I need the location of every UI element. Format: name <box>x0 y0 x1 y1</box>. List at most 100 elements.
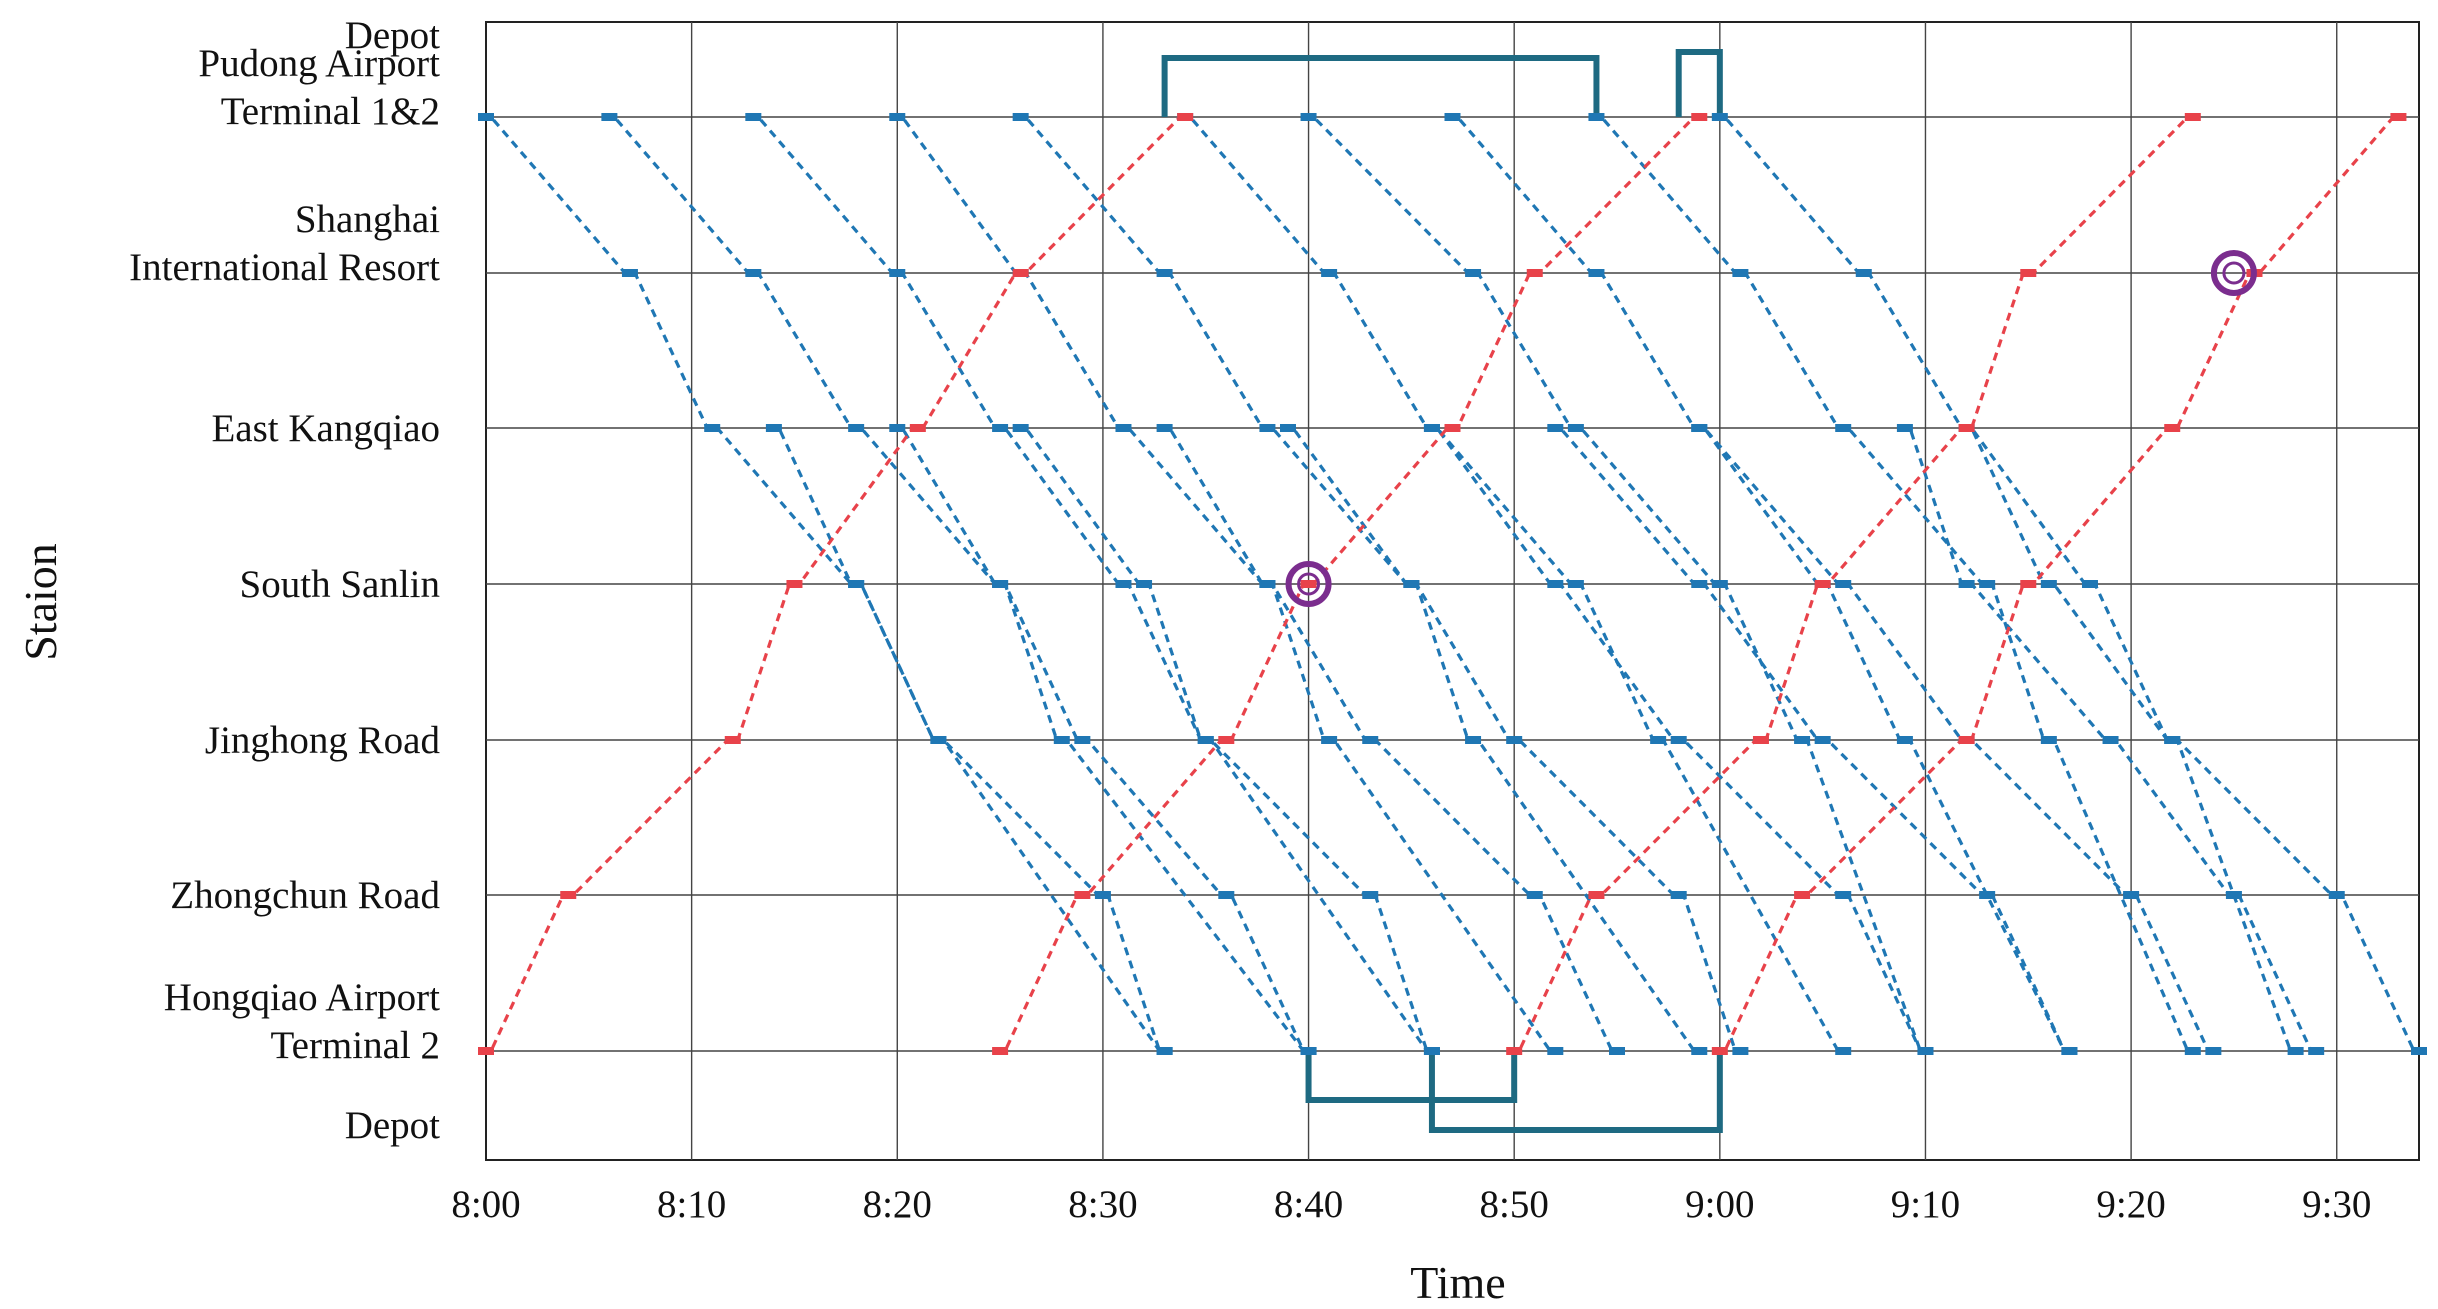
x-tick-label-9: 9:30 <box>2302 1183 2371 1226</box>
outbound-trip-5-stop-1 <box>1321 269 1338 277</box>
outbound-trip-4-stop-2 <box>1259 424 1276 432</box>
highlight-ring-outer-1 <box>2210 250 2257 296</box>
depot-run-0 <box>1161 55 1600 117</box>
outbound-trip-6-stop-3 <box>1711 580 1728 588</box>
outbound-ext-trip-7-stop-3 <box>2123 891 2140 899</box>
inbound-trip-2-stop-4 <box>1958 424 1975 432</box>
outbound-ext-trip-6-stop-1 <box>1691 580 1708 588</box>
outbound-trip-4-stop-1 <box>1156 269 1173 277</box>
outbound-ext-trip-9-stop-4 <box>2411 1047 2427 1055</box>
outbound-trip-6-stop-0 <box>1300 113 1317 121</box>
outbound-trip-2-stop-2 <box>992 424 1009 432</box>
outbound-ext-trip-1-stop-2 <box>1074 736 1091 744</box>
outbound-trip-7-stop-4 <box>1896 736 1913 744</box>
outbound-ext-trip-0-stop-4 <box>1156 1047 1173 1055</box>
plot-frame <box>485 21 2420 1161</box>
highlight-ring-inner-1 <box>2222 261 2246 285</box>
outbound-ext-trip-3-stop-1 <box>1259 580 1276 588</box>
x-tick-label-1: 8:10 <box>657 1183 726 1226</box>
outbound-trip-0 <box>481 115 1170 1053</box>
x-tick-label-7: 9:10 <box>1891 1183 1960 1226</box>
outbound-ext-trip-5-stop-4 <box>1917 1047 1934 1055</box>
inbound-trip-0-stop-3 <box>786 580 803 588</box>
inbound-trip-0-stop-6 <box>1177 113 1194 121</box>
station-label-4-0: South Sanlin <box>240 563 440 606</box>
station-label-8-0: Depot <box>345 1104 440 1147</box>
station-label-7-1: Terminal 2 <box>271 1024 440 1067</box>
outbound-trip-9-stop-0 <box>1711 113 1728 121</box>
outbound-ext-trip-3 <box>1159 426 1623 1053</box>
outbound-ext-trip-3-stop-3 <box>1526 891 1543 899</box>
station-label-2-1: International Resort <box>129 246 440 289</box>
outbound-trip-4-stop-4 <box>1465 736 1482 744</box>
outbound-trip-2-stop-3 <box>1115 580 1132 588</box>
inbound-trip-0-stop-5 <box>1012 269 1029 277</box>
outbound-ext-trip-1-stop-4 <box>1300 1047 1317 1055</box>
outbound-trip-1 <box>604 115 1314 1053</box>
station-label-2-0: Shanghai <box>295 198 440 241</box>
outbound-ext-trip-3-stop-2 <box>1362 736 1379 744</box>
outbound-ext-trip-1-stop-1 <box>992 580 1009 588</box>
outbound-ext-trip-8-stop-0 <box>1896 424 1913 432</box>
inbound-trip-1-stop-6 <box>1691 113 1708 121</box>
outbound-ext-trip-1-stop-0 <box>889 424 906 432</box>
station-label-3-0: East Kangqiao <box>211 407 440 450</box>
outbound-ext-trip-8-stop-1 <box>1958 580 1975 588</box>
outbound-trip-5-stop-5 <box>1835 1047 1852 1055</box>
outbound-ext-trip-8-stop-4 <box>2308 1047 2325 1055</box>
outbound-trip-4-stop-5 <box>1691 1047 1708 1055</box>
outbound-trip-9-stop-3 <box>2081 580 2098 588</box>
outbound-trip-1-stop-4 <box>1053 736 1070 744</box>
station-label-6-0: Zhongchun Road <box>170 874 440 917</box>
inbound-trip-1-stop-2 <box>1218 736 1235 744</box>
inbound-trip-0-stop-2 <box>724 736 741 744</box>
outbound-ext-trip-0-stop-3 <box>1094 891 1111 899</box>
outbound-trip-5 <box>1180 115 1849 1053</box>
inbound-trip-3-stop-2 <box>1958 736 1975 744</box>
outbound-ext-trip-5-stop-1 <box>1547 580 1564 588</box>
outbound-trip-1-stop-0 <box>601 113 618 121</box>
highlight-ring-outer-0 <box>1285 561 1332 607</box>
outbound-ext-trip-7-stop-4 <box>2205 1047 2222 1055</box>
station-label-1-0: Pudong Airport <box>198 42 440 85</box>
outbound-trip-7-stop-1 <box>1588 269 1605 277</box>
outbound-ext-trip-8-stop-3 <box>2225 891 2242 899</box>
outbound-trip-3-stop-2 <box>1115 424 1132 432</box>
outbound-ext-trip-6-stop-3 <box>1979 891 1996 899</box>
outbound-ext-trip-7-stop-1 <box>1835 580 1852 588</box>
outbound-trip-8-stop-3 <box>1979 580 1996 588</box>
x-tick-label-4: 8:40 <box>1274 1183 1343 1226</box>
x-tick-label-5: 8:50 <box>1480 1183 1549 1226</box>
outbound-trip-8-stop-5 <box>2184 1047 2201 1055</box>
outbound-ext-trip-2-stop-2 <box>1197 736 1214 744</box>
highlight-markers <box>1285 250 2257 607</box>
depot-run-1 <box>1675 49 1723 117</box>
inbound-trip-2-stop-0 <box>1506 1047 1523 1055</box>
inbound-trip-2-stop-6 <box>2184 113 2201 121</box>
outbound-trip-6-stop-4 <box>1794 736 1811 744</box>
x-tick-label-3: 8:30 <box>1068 1183 1137 1226</box>
outbound-ext-trip-0-stop-0 <box>765 424 782 432</box>
outbound-ext-trip-1-stop-3 <box>1218 891 1235 899</box>
gridlines <box>486 22 2419 1160</box>
x-tick-label-0: 8:00 <box>451 1183 520 1226</box>
outbound-trip-2-stop-0 <box>745 113 762 121</box>
outbound-ext-trip-9-stop-3 <box>2328 891 2345 899</box>
inbound-trip-3-stop-1 <box>1794 891 1811 899</box>
station-label-0-0: Depot <box>345 14 440 57</box>
depot-runs <box>1161 49 1723 1133</box>
depot-run-2 <box>1305 1051 1518 1103</box>
inbound-trip-1-stop-3 <box>1300 580 1317 588</box>
outbound-trip-1-stop-1 <box>745 269 762 277</box>
outbound-ext-trip-9-stop-2 <box>2164 736 2181 744</box>
outbound-trip-9-stop-5 <box>2287 1047 2304 1055</box>
outbound-ext-trip-4-stop-4 <box>1732 1047 1749 1055</box>
outbound-ext-trip-2-stop-0 <box>1012 424 1029 432</box>
outbound-ext-trip-3-stop-4 <box>1609 1047 1626 1055</box>
inbound-trip-3-stop-4 <box>2164 424 2181 432</box>
outbound-ext-trip-5-stop-0 <box>1423 424 1440 432</box>
outbound-trip-8-stop-2 <box>1835 424 1852 432</box>
inbound-trip-2-stop-3 <box>1814 580 1831 588</box>
